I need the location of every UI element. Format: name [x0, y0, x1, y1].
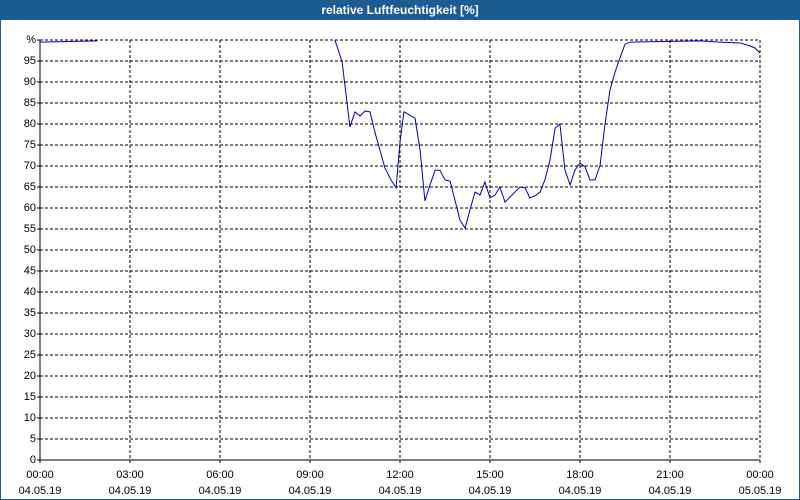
y-tick-label: 45 — [24, 265, 36, 277]
y-tick-label: 30 — [24, 328, 36, 340]
x-tick-label: 09:00 — [296, 469, 324, 481]
x-tick-label: 03:00 — [116, 469, 144, 481]
y-tick-label: 75 — [24, 139, 36, 151]
x-tick-label: 18:00 — [566, 469, 594, 481]
y-tick-label: 40 — [24, 286, 36, 298]
y-tick-label: 5 — [30, 433, 36, 445]
x-tick-date: 04.05.19 — [289, 485, 332, 497]
y-tick-label: 25 — [24, 349, 36, 361]
x-tick-date: 04.05.19 — [19, 485, 62, 497]
y-tick-label: 50 — [24, 244, 36, 256]
x-tick-label: 00:00 — [746, 469, 774, 481]
y-tick-label: 55 — [24, 223, 36, 235]
y-tick-label: 20 — [24, 370, 36, 382]
y-tick-label: 85 — [24, 97, 36, 109]
y-tick-label: 0 — [30, 454, 36, 466]
x-tick-date: 05.05.19 — [739, 485, 782, 497]
x-tick-date: 04.05.19 — [559, 485, 602, 497]
x-tick-label: 00:00 — [26, 469, 54, 481]
y-tick-label: 35 — [24, 307, 36, 319]
x-tick-date: 04.05.19 — [109, 485, 152, 497]
y-tick-label: 70 — [24, 160, 36, 172]
chart-title: relative Luftfeuchtigkeit [%] — [321, 3, 478, 17]
x-tick-date: 04.05.19 — [199, 485, 242, 497]
x-tick-label: 06:00 — [206, 469, 234, 481]
y-tick-label: % — [26, 34, 36, 46]
y-tick-label: 60 — [24, 202, 36, 214]
title-bar — [0, 0, 800, 20]
y-tick-label: 10 — [24, 412, 36, 424]
x-tick-label: 15:00 — [476, 469, 504, 481]
y-tick-label: 90 — [24, 76, 36, 88]
y-tick-label: 95 — [24, 55, 36, 67]
x-tick-label: 12:00 — [386, 469, 414, 481]
x-tick-date: 04.05.19 — [469, 485, 512, 497]
y-tick-label: 65 — [24, 181, 36, 193]
x-tick-label: 21:00 — [656, 469, 684, 481]
y-tick-label: 80 — [24, 118, 36, 130]
x-tick-date: 04.05.19 — [649, 485, 692, 497]
y-tick-label: 15 — [24, 391, 36, 403]
x-tick-date: 04.05.19 — [379, 485, 422, 497]
data-line — [40, 40, 760, 230]
